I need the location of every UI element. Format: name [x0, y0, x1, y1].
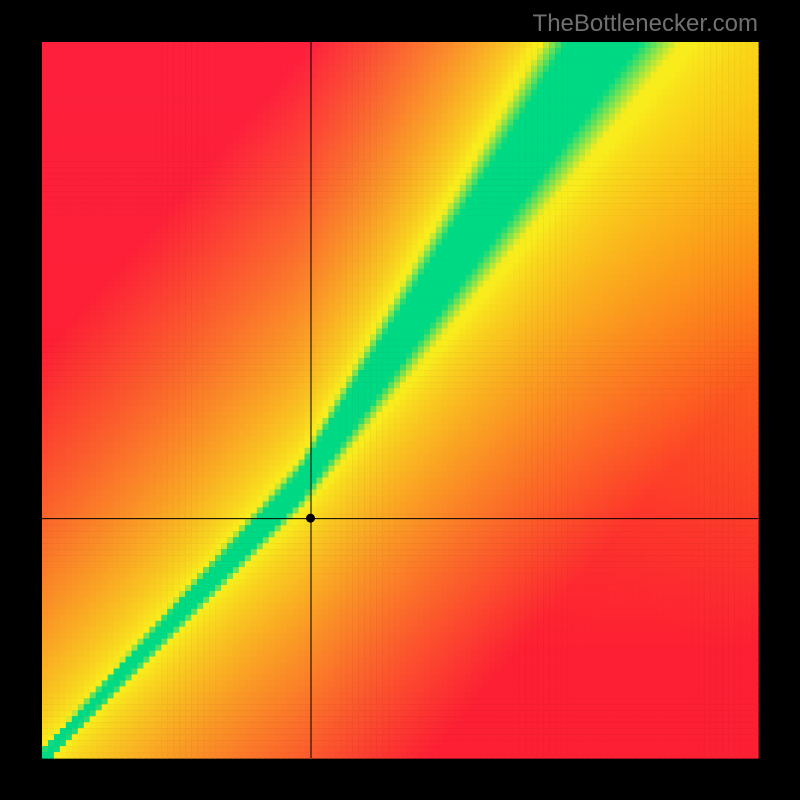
- bottleneck-heatmap: [0, 0, 800, 800]
- watermark-text: TheBottlenecker.com: [533, 10, 758, 38]
